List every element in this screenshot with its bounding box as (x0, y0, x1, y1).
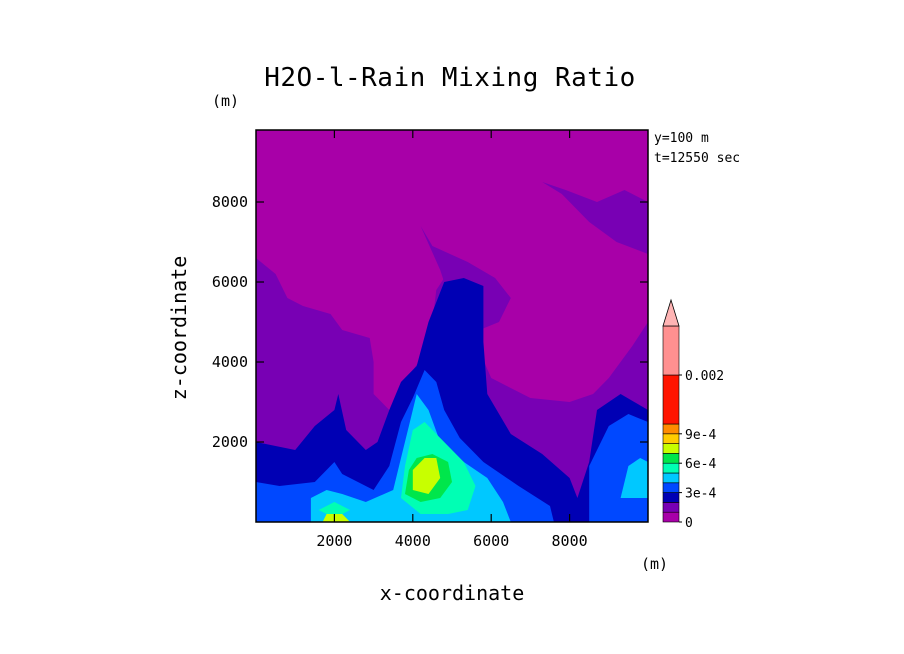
colorbar-segment-4 (662, 472, 680, 484)
colorbar-segment-2 (662, 492, 680, 503)
plot-frame (255, 129, 649, 523)
colorbar-segment-1 (662, 502, 680, 513)
colorbar-label-4: 0.002 (685, 369, 724, 384)
colorbar-segment-7 (662, 443, 680, 454)
chart-title: H2O-l-Rain Mixing Ratio (264, 63, 636, 93)
colorbar-label-2: 6e-4 (685, 457, 716, 472)
contour-region-12 (412, 458, 441, 494)
annotation-time: t=12550 sec (654, 151, 740, 166)
colorbar-segment-3 (662, 482, 680, 493)
contour-region-2 (420, 226, 511, 330)
x-unit-label: (m) (641, 555, 668, 573)
contour-region-8 (620, 458, 648, 498)
x-tick-labels: 2000 4000 6000 8000 (316, 130, 588, 550)
colorbar-segment-6 (662, 453, 680, 464)
colorbar-segment-5 (662, 462, 680, 474)
contour-region-4 (256, 278, 648, 522)
y-tick-label-3: 8000 (212, 193, 248, 211)
colorbar-label-0: 0 (685, 516, 693, 531)
x-tick-label-1: 4000 (395, 532, 431, 550)
colorbar-segment-8 (662, 433, 680, 444)
colorbar-segment-10 (662, 374, 680, 425)
y-tick-label-0: 2000 (212, 433, 248, 451)
annotation-y-position: y=100 m (654, 131, 709, 146)
x-tick-label-3: 8000 (552, 532, 588, 550)
colorbar-segment-0 (662, 511, 680, 523)
contour-region-9 (318, 502, 351, 518)
contour-region-13 (322, 514, 351, 522)
colorbar-label-3: 9e-4 (685, 428, 716, 443)
x-tick-label-2: 6000 (473, 532, 509, 550)
colorbar-segment-11 (662, 325, 680, 376)
x-axis-label: x-coordinate (380, 581, 525, 605)
x-tick-label-0: 2000 (316, 532, 352, 550)
colorbar-label-1: 3e-4 (685, 487, 716, 502)
y-tick-labels: 2000 4000 6000 8000 (212, 193, 648, 451)
y-unit-label: (m) (212, 92, 239, 110)
colorbar-extend-arrow (662, 298, 680, 327)
y-tick-label-1: 4000 (212, 353, 248, 371)
y-tick-label-2: 6000 (212, 273, 248, 291)
contour-region-3 (542, 182, 648, 254)
colorbar-legend: 0 3e-4 6e-4 9e-4 0.002 (662, 298, 724, 531)
plot-area (255, 129, 649, 523)
colorbar-segment-9 (662, 423, 680, 435)
y-axis-label: z-coordinate (167, 256, 191, 401)
